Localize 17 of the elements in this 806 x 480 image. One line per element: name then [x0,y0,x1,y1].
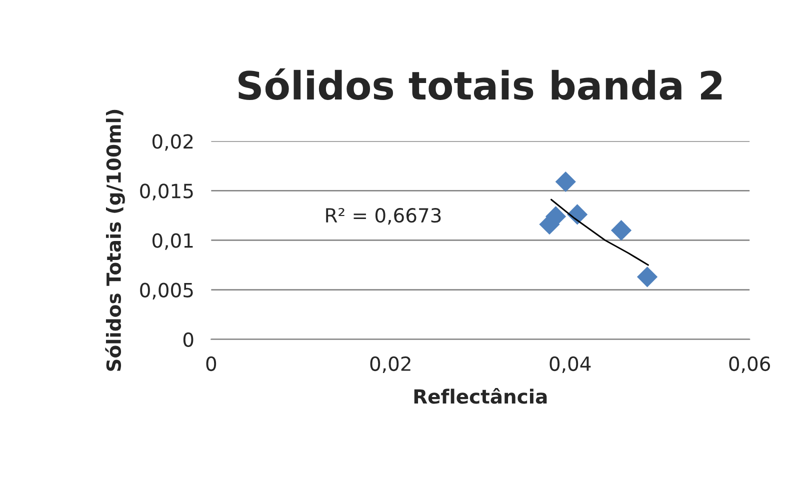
point [610,220,632,241]
point [555,171,576,192]
x-tick-label: 0 [206,356,216,372]
line-series [550,198,649,266]
y-tick-label: 0,005 [140,282,193,300]
y-tick-label: 0,02 [152,134,193,151]
x-tick-label: 0,02 [370,356,410,374]
x-tick-label: 0,06 [729,356,770,374]
annotation: R² = 0,6673 [326,208,441,225]
y-tick-label: 0 [183,332,194,348]
y-tick-label: 0,01 [152,233,193,250]
x-tick-label: 0,04 [550,356,591,374]
y-tick-label: 0,015 [140,184,193,200]
y-axis-title: Sólidos Totais (g/100ml) [105,110,125,371]
point [636,266,658,288]
x-axis-title: Reflectância [414,388,547,404]
chart-title: Sólidos totais banda 2 [238,68,722,100]
